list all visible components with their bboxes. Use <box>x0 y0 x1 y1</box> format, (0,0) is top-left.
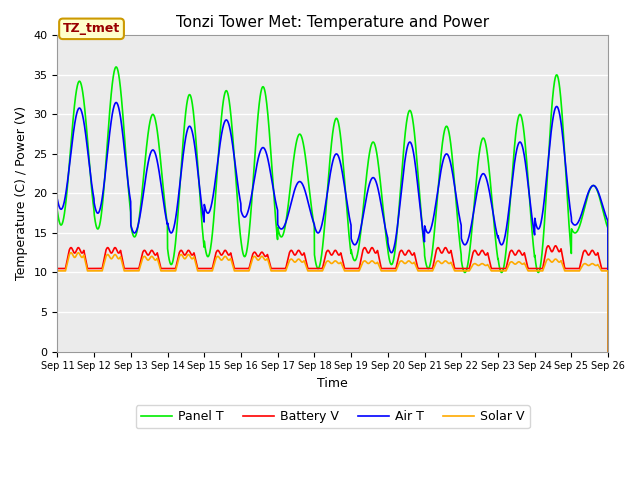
Legend: Panel T, Battery V, Air T, Solar V: Panel T, Battery V, Air T, Solar V <box>136 405 530 428</box>
X-axis label: Time: Time <box>317 377 348 390</box>
Y-axis label: Temperature (C) / Power (V): Temperature (C) / Power (V) <box>15 107 28 280</box>
Panel T <box>534 270 542 276</box>
Air T <box>534 226 542 232</box>
Panel T <box>289 165 296 170</box>
Title: Tonzi Tower Met: Temperature and Power: Tonzi Tower Met: Temperature and Power <box>176 15 490 30</box>
Panel T <box>112 64 120 70</box>
Panel T <box>116 84 124 90</box>
Line: Battery V: Battery V <box>58 246 608 351</box>
Panel T <box>149 111 157 117</box>
Battery V <box>604 348 612 354</box>
Solar V <box>289 257 296 263</box>
Line: Panel T: Panel T <box>58 67 608 351</box>
Line: Air T: Air T <box>58 103 608 351</box>
Battery V <box>54 265 61 271</box>
Air T <box>112 100 120 106</box>
Air T <box>593 187 601 193</box>
Battery V <box>289 249 296 254</box>
Air T <box>289 194 296 200</box>
Air T <box>604 348 612 354</box>
Battery V <box>593 251 601 256</box>
Solar V <box>116 254 124 260</box>
Panel T <box>604 348 612 354</box>
Battery V <box>149 249 157 254</box>
Panel T <box>593 188 601 194</box>
Line: Solar V: Solar V <box>58 252 608 351</box>
Battery V <box>265 256 273 262</box>
Solar V <box>149 254 157 260</box>
Solar V <box>593 262 601 268</box>
Solar V <box>54 268 61 274</box>
Panel T <box>54 208 61 214</box>
Solar V <box>534 268 542 274</box>
Air T <box>116 114 124 120</box>
Battery V <box>116 248 124 254</box>
Battery V <box>534 265 542 271</box>
Air T <box>265 160 273 166</box>
Air T <box>149 147 157 153</box>
Solar V <box>265 260 273 266</box>
Air T <box>54 197 61 203</box>
Panel T <box>265 122 273 128</box>
Solar V <box>604 348 612 354</box>
Text: TZ_tmet: TZ_tmet <box>63 23 120 36</box>
Battery V <box>552 243 559 249</box>
Solar V <box>67 250 75 255</box>
